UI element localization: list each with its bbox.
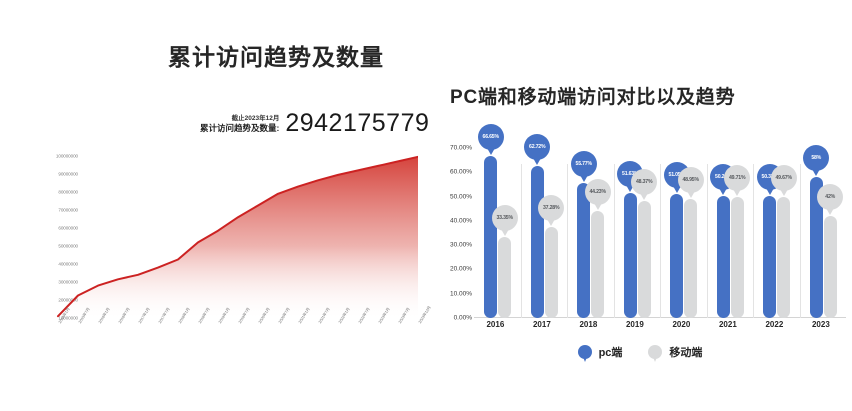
- legend-item[interactable]: 移动端: [648, 344, 702, 360]
- chart-legend: pc端 移动端: [428, 344, 852, 360]
- left-y-tick: 20000000: [58, 297, 78, 303]
- left-y-tick: 50000000: [58, 243, 78, 249]
- counter-label-group: 截止2023年12月 累计访问趋势及数量:: [200, 115, 279, 135]
- bar-pc[interactable]: [670, 194, 684, 318]
- year-group: 66.65% 33.35%: [474, 124, 521, 318]
- year-tick: 2019: [625, 320, 644, 329]
- left-y-tick: 40000000: [58, 261, 78, 267]
- area-line-path: [57, 155, 418, 318]
- label-balloon-mobile: 49.71%: [724, 165, 751, 192]
- right-y-tick: 30.00%: [449, 241, 472, 249]
- left-y-tick: 80000000: [58, 189, 78, 195]
- bar-mobile[interactable]: [498, 237, 512, 318]
- year-group: 51.63% 48.37%: [613, 148, 661, 318]
- legend-dot-pc: [577, 345, 592, 359]
- right-chart-title: PC端和移动端访问对比以及趋势: [450, 87, 736, 108]
- year-tick: 2022: [765, 320, 784, 329]
- right-y-tick: 0.00%: [453, 314, 472, 322]
- right-y-tick: 70.00%: [449, 144, 472, 152]
- bar-mobile[interactable]: [637, 200, 651, 318]
- area-fill-path: [58, 156, 418, 318]
- right-y-tick: 20.00%: [449, 265, 472, 273]
- group-divider: [753, 164, 754, 318]
- left-y-tick: 70000000: [58, 207, 78, 213]
- cumulative-visits-panel: 累计访问趋势及数量 截止2023年12月 累计访问趋势及数量: 29421757…: [18, 44, 432, 335]
- label-balloon-pc: 55.77%: [570, 150, 597, 177]
- left-y-tick: 30000000: [58, 279, 78, 285]
- right-y-tick: 50.00%: [449, 193, 472, 201]
- counter-sub-label: 截止2023年12月: [231, 115, 280, 123]
- left-chart-title: 累计访问趋势及数量: [168, 44, 384, 70]
- label-balloon-pc: 62.72%: [524, 133, 551, 160]
- right-y-tick: 10.00%: [449, 290, 472, 298]
- left-y-tick: 100000000: [55, 153, 78, 159]
- year-tick: 2021: [718, 320, 737, 329]
- right-y-tick: 40.00%: [449, 217, 472, 225]
- label-balloon-mobile: 33.35%: [491, 205, 518, 232]
- year-group: 62.72% 37.28%: [520, 133, 568, 318]
- right-y-axis: 0.00% 10.00% 20.00% 30.00% 40.00% 50.00% 60.00…: [428, 144, 472, 322]
- label-balloon-mobile: 48.95%: [677, 167, 704, 194]
- left-y-tick: 90000000: [58, 171, 78, 177]
- cumulative-area-chart: 100000000 90000000 80000000 70000000 6000000…: [18, 150, 432, 335]
- left-y-tick: 60000000: [58, 225, 78, 231]
- group-divider: [520, 164, 522, 318]
- label-balloon-mobile: 49.67%: [770, 165, 797, 192]
- right-y-tick: 60.00%: [449, 168, 472, 176]
- counter-label: 累计访问趋势及数量:: [200, 123, 280, 134]
- bar-pc[interactable]: [484, 156, 498, 318]
- year-group: 50.33% 49.67%: [753, 148, 800, 318]
- pc-mobile-bar-chart: 0.00% 10.00% 20.00% 30.00% 40.00% 50.00% 60.00…: [428, 124, 852, 359]
- bar-pc[interactable]: [623, 192, 637, 318]
- bar-pc[interactable]: [577, 182, 591, 318]
- year-tick: 2020: [672, 320, 691, 329]
- bar-mobile[interactable]: [730, 197, 744, 318]
- year-tick: 2023: [811, 320, 830, 329]
- group-divider: [799, 164, 801, 318]
- bar-mobile[interactable]: [591, 210, 605, 318]
- left-x-axis: 2015年1月 2015年7月 2016年1月 2016年7月 2017年1月 2017年…: [56, 305, 432, 384]
- year-tick: 2016: [486, 320, 505, 329]
- label-balloon-pc: 58%: [803, 145, 830, 172]
- cumulative-counter: 截止2023年12月 累计访问趋势及数量: 2942175779: [200, 109, 430, 137]
- year-group: 55.77% 44.23%: [567, 148, 614, 318]
- group-divider: [613, 164, 615, 318]
- group-divider: [660, 164, 661, 318]
- group-divider: [706, 164, 708, 318]
- legend-item[interactable]: pc端: [577, 344, 623, 360]
- year-axis: 2016 2017 2018 2019 2020 2021 2022 2023: [474, 320, 846, 336]
- label-balloon-pc: 66.65%: [477, 124, 504, 151]
- year-group: 51.05% 48.95%: [660, 148, 707, 318]
- label-balloon-mobile: 42%: [817, 184, 844, 210]
- legend-label: pc端: [598, 347, 623, 359]
- legend-dot-mobile: [648, 345, 663, 359]
- year-tick: 2018: [579, 320, 598, 329]
- bar-plot-area: 66.65% 33.35% 62.72% 37.28% 55.77% 44.23% 51.6…: [474, 124, 847, 318]
- area-series-svg: [57, 155, 418, 318]
- bar-mobile[interactable]: [684, 199, 698, 318]
- year-group: 50.29%49.71%: [706, 148, 754, 318]
- bar-mobile[interactable]: [823, 216, 837, 318]
- year-tick: 2017: [532, 320, 551, 329]
- counter-value: 2942175779: [285, 109, 430, 137]
- bar-pc[interactable]: [530, 165, 544, 318]
- bar-pc[interactable]: [716, 195, 730, 318]
- bar-mobile[interactable]: [544, 227, 558, 318]
- bar-mobile[interactable]: [777, 197, 791, 318]
- label-balloon-mobile: 37.28%: [538, 195, 565, 222]
- label-balloon-mobile: 44.23%: [584, 178, 611, 205]
- legend-label: 移动端: [669, 347, 703, 359]
- pc-mobile-panel: PC端和移动端访问对比以及趋势 0.00% 10.00% 20.00% 30.00% 4…: [428, 0, 852, 411]
- bar-pc[interactable]: [763, 195, 777, 318]
- bar-pc[interactable]: [809, 177, 823, 318]
- year-group: 58% 42%: [799, 145, 847, 318]
- label-balloon-mobile: 48.37%: [631, 168, 658, 195]
- group-divider: [567, 164, 568, 318]
